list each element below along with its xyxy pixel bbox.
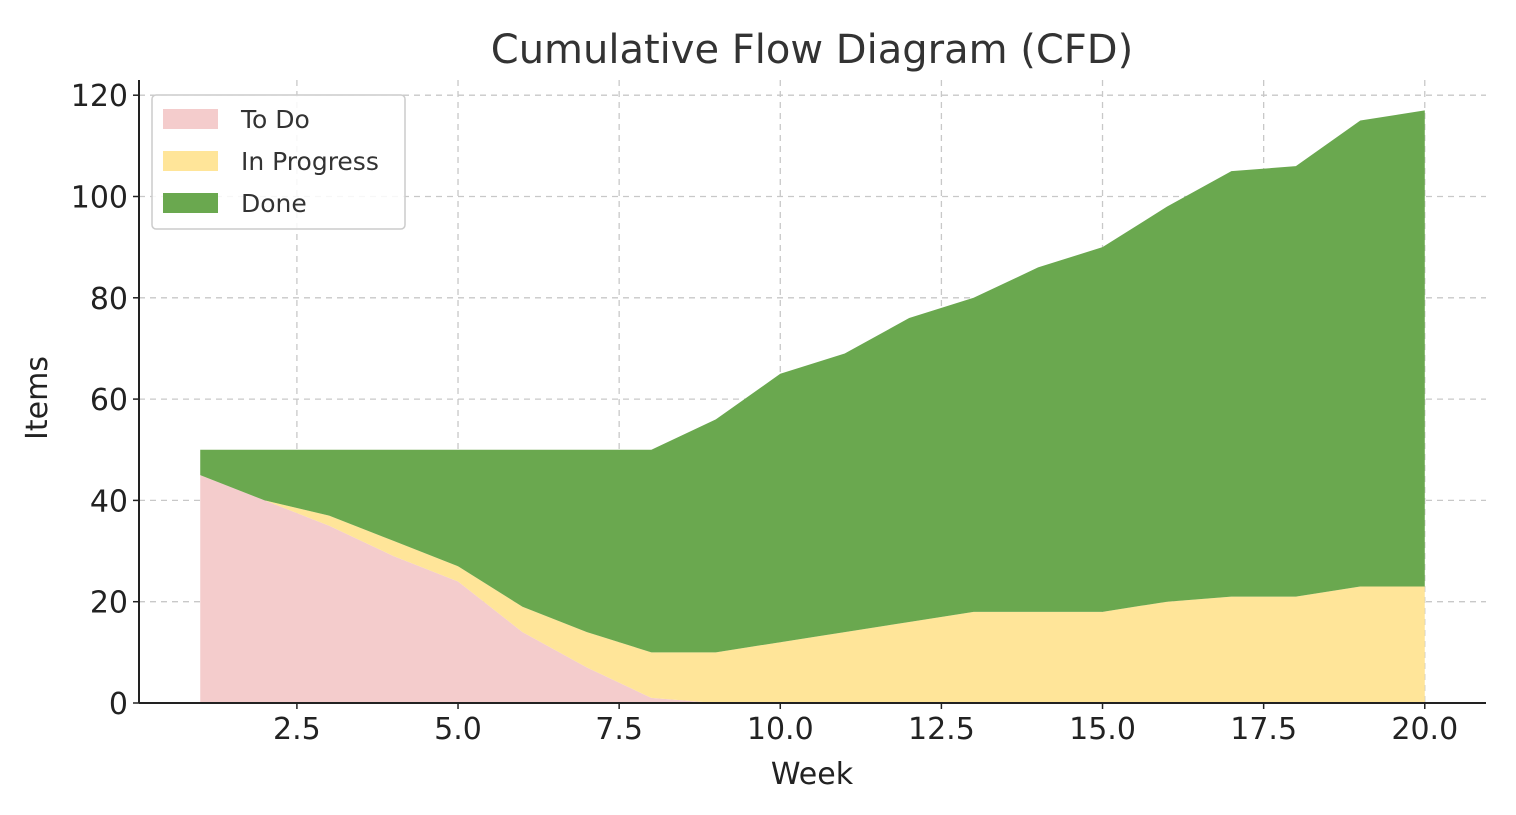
area-to-do <box>200 475 1425 703</box>
x-tick-label-5: 15.0 <box>1069 712 1136 747</box>
x-axis-label: Week <box>771 757 854 792</box>
legend-swatch-in-progress <box>163 151 218 171</box>
chart-title: Cumulative Flow Diagram (CFD) <box>491 27 1133 73</box>
x-tick-label-1: 5.0 <box>434 712 482 747</box>
legend-swatch-done <box>163 193 218 213</box>
x-tick-label-6: 17.5 <box>1230 712 1297 747</box>
y-tick-label-1: 20 <box>90 586 128 621</box>
y-ticks: 0 20 40 60 80 100 120 <box>71 79 139 722</box>
y-tick-label-6: 120 <box>71 79 128 114</box>
y-tick-label-3: 60 <box>90 383 128 418</box>
x-tick-label-2: 7.5 <box>595 712 643 747</box>
legend: To Do In Progress Done <box>151 94 406 230</box>
legend-label-in-progress: In Progress <box>241 147 379 176</box>
x-tick-label-7: 20.0 <box>1391 712 1458 747</box>
x-ticks: 2.5 5.0 7.5 10.0 12.5 15.0 17.5 20.0 <box>273 703 1458 747</box>
legend-swatch-to-do <box>163 109 218 129</box>
x-tick-label-3: 10.0 <box>747 712 814 747</box>
area-in-progress <box>200 475 1425 703</box>
y-axis-label: Items <box>20 356 55 440</box>
x-tick-label-0: 2.5 <box>273 712 321 747</box>
legend-label-to-do: To Do <box>240 105 310 134</box>
y-tick-label-5: 100 <box>71 180 128 215</box>
y-tick-label-0: 0 <box>109 687 128 722</box>
area-layers <box>200 110 1425 703</box>
legend-label-done: Done <box>241 189 307 218</box>
y-tick-label-2: 40 <box>90 484 128 519</box>
y-tick-label-4: 80 <box>90 282 128 317</box>
x-tick-label-4: 12.5 <box>908 712 975 747</box>
area-done <box>200 110 1425 653</box>
axes <box>138 80 1486 704</box>
